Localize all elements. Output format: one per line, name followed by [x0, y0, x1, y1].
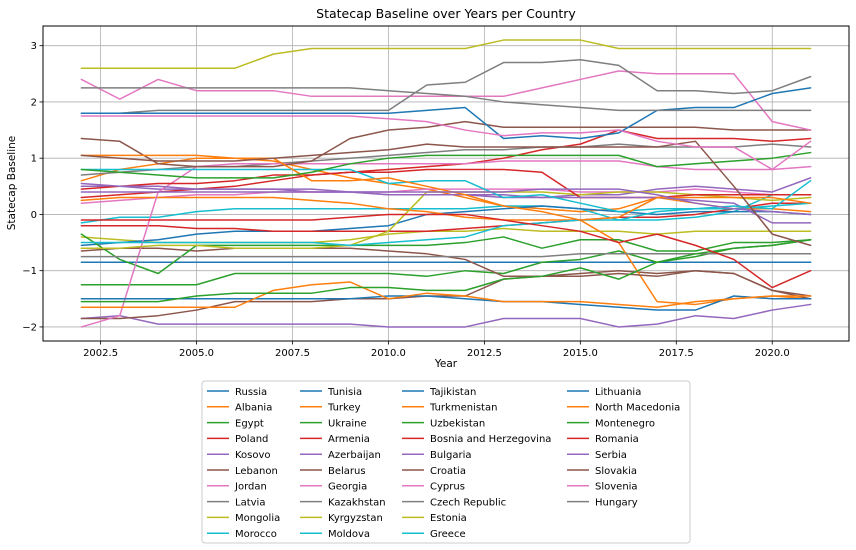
series-line-kazakhstan — [80, 253, 812, 258]
legend-label: Lithuania — [595, 387, 641, 398]
chart-title: Statecap Baseline over Years per Country — [316, 6, 576, 21]
y-tick-label: 2 — [31, 97, 37, 108]
axis-ticks: 2002.5 2005.0 2007.5 2010.0 2012.5 2015.0 2017… — [22, 41, 789, 359]
legend-label: Greece — [430, 529, 466, 540]
legend-label: Tunisia — [327, 387, 362, 398]
series-line-montenegro — [80, 151, 812, 179]
legend-label: Montenegro — [595, 418, 655, 429]
legend-label: Georgia — [328, 482, 367, 493]
series-line-czech-republic — [80, 59, 812, 114]
x-tick-label: 2017.5 — [659, 348, 694, 359]
series-line-slovenia — [80, 115, 812, 171]
legend-label: Mongolia — [235, 513, 280, 524]
series-line-croatia — [80, 120, 812, 168]
legend-label: Belarus — [328, 466, 366, 477]
x-tick-label: 2005.0 — [179, 348, 214, 359]
series-line-belarus — [80, 269, 812, 320]
legend-label: Uzbekistan — [430, 418, 485, 429]
legend-label: Armenia — [328, 434, 370, 445]
series-line-bulgaria — [80, 182, 812, 224]
series-line-cyprus — [80, 70, 812, 131]
series-lines — [80, 39, 812, 328]
legend-label: Bulgaria — [430, 450, 471, 461]
legend-label: Moldova — [328, 529, 370, 540]
legend-label: Russia — [235, 387, 267, 398]
legend-label: Morocco — [235, 529, 277, 540]
series-line-romania — [80, 213, 812, 289]
legend-label: Cyprus — [430, 482, 465, 493]
y-tick-label: −1 — [22, 266, 37, 277]
legend-label: Albania — [235, 403, 272, 414]
series-line-north-macedonia — [80, 154, 812, 221]
series-line-tunisia — [80, 205, 812, 247]
series-line-armenia — [80, 202, 812, 233]
legend-label: North Macedonia — [595, 403, 680, 414]
legend-label: Egypt — [235, 418, 264, 429]
legend-label: Azerbaijan — [328, 450, 381, 461]
legend-frame — [201, 380, 691, 544]
legend-label: Turkmenistan — [429, 403, 497, 414]
legend-label: Bosnia and Herzegovina — [430, 434, 551, 445]
legend-label: Kosovo — [235, 450, 271, 461]
legend-label: Slovakia — [595, 466, 637, 477]
series-line-bosnia-and-herzegovina — [80, 168, 812, 199]
legend-label: Romania — [595, 434, 639, 445]
legend-label: Ukraine — [328, 418, 367, 429]
series-line-turkmenistan — [80, 281, 812, 308]
series-line-estonia — [80, 39, 812, 69]
x-tick-label: 2007.5 — [275, 348, 310, 359]
x-axis-label: Year — [434, 358, 458, 370]
y-tick-label: −2 — [22, 322, 37, 333]
legend-label: Lebanon — [235, 466, 278, 477]
legend-label: Estonia — [430, 513, 467, 524]
legend-label: Croatia — [430, 466, 466, 477]
legend-label: Czech Republic — [430, 497, 506, 508]
x-tick-label: 2010.0 — [371, 348, 406, 359]
y-axis-label: Statecap Baseline — [6, 136, 18, 231]
series-line-jordan — [80, 188, 812, 204]
series-line-slovakia — [80, 140, 812, 247]
legend-label: Jordan — [234, 482, 267, 493]
legend-label: Tajikistan — [429, 387, 476, 398]
series-line-tajikistan — [80, 295, 812, 311]
x-tick-label: 2002.5 — [83, 348, 118, 359]
series-line-egypt — [80, 239, 812, 286]
legend-label: Poland — [235, 434, 268, 445]
plot-area-frame — [42, 25, 850, 342]
series-line-hungary — [80, 87, 812, 112]
y-tick-label: 0 — [31, 210, 37, 221]
legend-label: Latvia — [235, 497, 265, 508]
legend-label: Hungary — [595, 497, 638, 508]
series-line-greece — [80, 168, 812, 213]
series-line-serbia — [80, 188, 812, 216]
x-tick-label: 2012.5 — [467, 348, 502, 359]
series-line-morocco — [80, 194, 812, 224]
series-line-lithuania — [80, 87, 812, 140]
legend-label: Serbia — [595, 450, 627, 461]
legend-label: Turkey — [327, 403, 361, 414]
y-tick-label: 3 — [31, 41, 37, 52]
legend-label: Kazakhstan — [328, 497, 386, 508]
series-line-azerbaijan — [80, 303, 812, 328]
x-tick-label: 2020.0 — [755, 348, 790, 359]
legend-label: Slovenia — [595, 482, 638, 493]
legend-label: Kyrgyzstan — [328, 513, 383, 524]
y-tick-label: 1 — [31, 154, 37, 165]
legend: Russia Albania Egypt Poland Kosovo Lebanon Jor… — [201, 380, 691, 544]
series-line-uzbekistan — [80, 239, 812, 303]
x-tick-label: 2015.0 — [563, 348, 598, 359]
